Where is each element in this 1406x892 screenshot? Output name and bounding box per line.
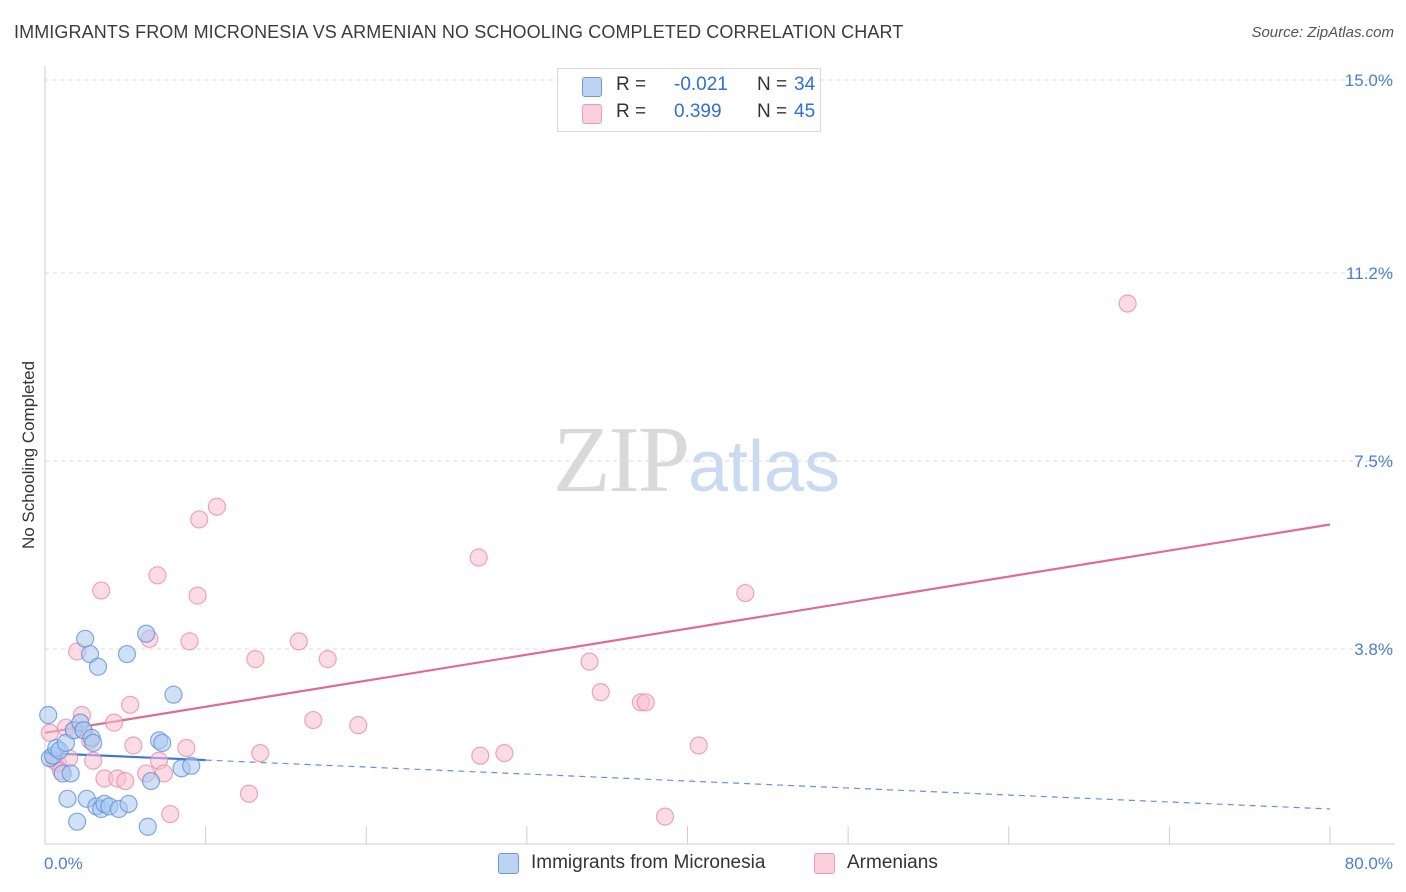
legend-r-value: 0.399 [674, 101, 722, 122]
micronesia-point [58, 789, 77, 808]
armenian-point [636, 693, 655, 712]
micronesia-point [61, 764, 80, 783]
armenian-point [40, 723, 59, 742]
bottom-legend-swatch-micronesia [498, 853, 519, 874]
micronesia-point [76, 629, 95, 648]
watermark-atlas: atlas [688, 427, 841, 507]
armenian-point [188, 586, 207, 605]
armenian-point [1118, 294, 1137, 313]
trend-layer [44, 523, 1331, 810]
micronesia-point [88, 657, 108, 676]
armenian-point [190, 510, 209, 529]
micronesia-trend-line-dashed [205, 759, 1331, 810]
armenian-point [580, 652, 599, 671]
y-axis-label: No Schooling Completed [19, 361, 38, 549]
armenian-point [246, 650, 265, 669]
armenian-point [161, 804, 180, 824]
micronesia-point [84, 733, 103, 753]
armenian-point [689, 736, 708, 755]
y-tick-label: 11.2% [1346, 264, 1393, 283]
legend-n-value: 45 [794, 101, 816, 122]
armenian-point [148, 566, 167, 585]
bottom-legend-label-micronesia: Immigrants from Micronesia [531, 852, 766, 873]
armenian-point [736, 583, 755, 603]
y-tick-label: 3.8% [1354, 640, 1393, 659]
armenian-point [349, 716, 368, 735]
legend-r-label: R = [616, 101, 647, 122]
armenian-point [92, 581, 111, 600]
armenian-point [289, 632, 308, 651]
legend-n-label: N = [757, 74, 788, 95]
micronesia-point [137, 624, 156, 643]
grid-layer [45, 79, 1395, 650]
chart-title: IMMIGRANTS FROM MICRONESIA VS ARMENIAN N… [14, 22, 904, 42]
armenian-point [471, 746, 490, 765]
armenian-point [239, 784, 259, 803]
bottom-legend-swatch-armenians [814, 853, 835, 874]
micronesia-point [68, 812, 87, 831]
armenian-trend-line [44, 523, 1331, 734]
micronesia-point [164, 685, 183, 704]
legend-r-label: R = [616, 74, 647, 95]
armenian-point [116, 771, 135, 791]
legend-swatch-micronesia [582, 77, 602, 97]
micronesia-point [141, 771, 161, 791]
armenian-point [104, 713, 124, 732]
armenian-point [318, 650, 337, 669]
armenian-point [304, 710, 323, 730]
axis-layer [44, 66, 1395, 845]
y-tick-label: 15.0% [1345, 71, 1393, 90]
armenian-point [177, 738, 196, 758]
x-tick-label: 80.0% [1345, 854, 1393, 873]
micronesia-point [138, 817, 157, 836]
legend-n-value: 34 [794, 74, 816, 95]
y-tick-label: 7.5% [1354, 452, 1393, 471]
armenian-point [124, 736, 143, 755]
correlation-legend: R = -0.021 N = 34 R = 0.399 N = 45 [557, 68, 821, 132]
armenian-point [495, 743, 514, 763]
micronesia-point [119, 794, 138, 814]
armenian-point [469, 548, 488, 567]
source-label: Source: ZipAtlas.com [1251, 24, 1394, 41]
armenian-point [121, 695, 140, 714]
armenian-point [84, 751, 103, 770]
armenian-point [655, 807, 675, 826]
label-layer: 3.8% 7.5% 11.2% 15.0% 0.0% 80.0% No Schooling … [19, 71, 1393, 873]
legend-swatch-armenians [582, 104, 602, 124]
legend-r-value: -0.021 [674, 74, 728, 95]
micronesia-point [182, 756, 201, 775]
legend-n-label: N = [757, 101, 788, 122]
micronesia-point [153, 733, 172, 753]
x-tick-label: 0.0% [44, 854, 83, 873]
bottom-legend-label-armenians: Armenians [847, 852, 938, 873]
armenian-point [180, 632, 199, 651]
armenian-point [207, 497, 226, 516]
points-layer [39, 294, 1137, 836]
armenian-point [591, 683, 610, 702]
watermark: ZIPatlas [553, 405, 840, 514]
micronesia-point [39, 705, 58, 725]
watermark-zip: ZIP [553, 408, 690, 512]
armenian-point [251, 743, 270, 763]
micronesia-point [117, 644, 137, 664]
